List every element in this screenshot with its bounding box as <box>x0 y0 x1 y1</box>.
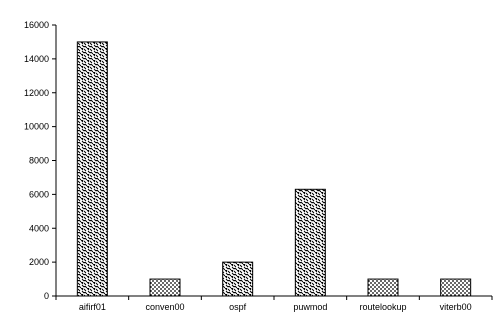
x-axis-labels: aifirf01 conven00 ospf puwmod routelookup vit… <box>55 296 493 312</box>
y-tick-label: 8000 <box>29 156 49 166</box>
bar-viterb00 <box>440 278 472 297</box>
x-tick-label: viterb00 <box>440 302 472 312</box>
x-tick-label: conven00 <box>145 302 184 312</box>
x-tick-label: puwmod <box>293 302 327 312</box>
y-tick-label: 0 <box>44 291 49 301</box>
y-tick-label: 2000 <box>29 257 49 267</box>
x-tick-label: ospf <box>229 302 247 312</box>
axes-group <box>55 25 492 297</box>
x-tick-label: aifirf01 <box>79 302 106 312</box>
y-tick-label: 14000 <box>24 54 49 64</box>
bar-conven00 <box>149 278 181 297</box>
bar-aifirf01 <box>76 41 108 297</box>
y-tick-label: 6000 <box>29 189 49 199</box>
bar-ospf <box>222 261 254 297</box>
y-tick-label: 12000 <box>24 88 49 98</box>
x-tick-label: routelookup <box>359 302 406 312</box>
y-axis-ticks: 0 2000 4000 6000 8000 10000 12000 14000 16000 <box>24 20 56 301</box>
bar-puwmod <box>294 188 326 297</box>
bar-routelookup <box>367 278 399 297</box>
y-tick-label: 4000 <box>29 223 49 233</box>
bars-group <box>76 41 472 297</box>
y-tick-label: 10000 <box>24 122 49 132</box>
y-tick-label: 16000 <box>24 20 49 30</box>
